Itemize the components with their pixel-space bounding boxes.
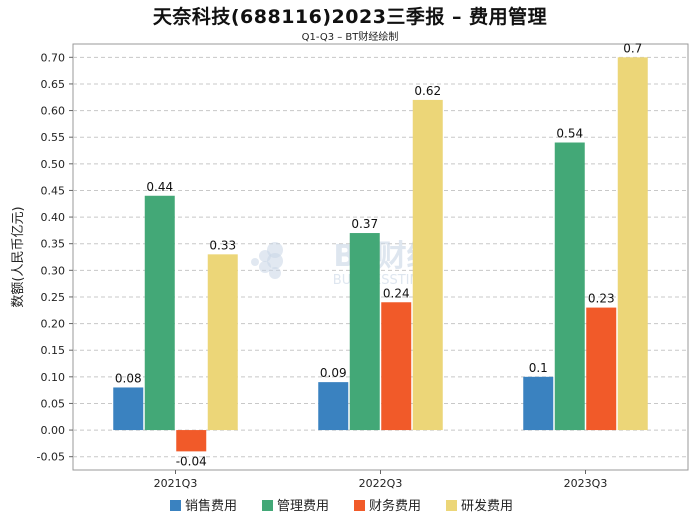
bar [349, 233, 380, 431]
y-tick-label: 0.10 [41, 371, 66, 384]
x-tick-label: 2023Q3 [564, 477, 608, 490]
plot-area [72, 43, 689, 471]
bar [412, 99, 443, 431]
legend-swatch [446, 500, 457, 511]
bar [207, 254, 238, 431]
y-tick-label: 0.40 [41, 211, 66, 224]
watermark-logo-dot [259, 250, 271, 262]
y-tick-label: 0.15 [41, 344, 66, 357]
legend-label: 财务费用 [369, 498, 421, 514]
y-tick-label: 0.20 [41, 318, 66, 331]
bar [617, 57, 648, 431]
chart-subtitle: Q1-Q3 – BT财经绘制 [301, 32, 399, 43]
y-tick-label: 0.65 [41, 78, 66, 91]
y-tick-label: 0.55 [41, 131, 66, 144]
x-tick-label: 2022Q3 [359, 477, 403, 490]
chart-title: 天奈科技(688116)2023三季报 – 费用管理 [152, 6, 548, 28]
bar [318, 382, 349, 431]
bar [381, 302, 412, 431]
legend-label: 管理费用 [277, 499, 329, 514]
bar [144, 195, 175, 431]
data-label: 0.37 [351, 217, 378, 231]
legend-label: 研发费用 [461, 498, 513, 514]
y-tick-label: 0.70 [41, 51, 66, 64]
data-label: 0.09 [320, 366, 347, 380]
watermark-logo-dot [267, 242, 283, 258]
watermark-logo-dot [267, 253, 283, 269]
y-axis-title: 数额(人民币亿元) [11, 206, 26, 307]
y-tick-label: 0.25 [41, 291, 66, 304]
y-tick-label: -0.05 [37, 451, 65, 464]
y-tick-label: 0.30 [41, 264, 66, 277]
watermark-logo-dot [269, 267, 281, 279]
legend-swatch [170, 500, 181, 511]
y-tick-label: 0.50 [41, 158, 66, 171]
bar [554, 142, 585, 431]
watermark-logo-dot [251, 258, 259, 266]
y-tick-label: 0.35 [41, 238, 66, 251]
bar [176, 430, 207, 452]
data-label: 0.54 [556, 127, 583, 141]
data-label: 0.24 [383, 286, 410, 300]
watermark-logo-dot [259, 261, 271, 273]
y-tick-label: 0.00 [41, 424, 66, 437]
data-label: 0.1 [529, 361, 548, 375]
bar [113, 387, 144, 431]
data-label: 0.44 [146, 180, 173, 194]
bar [523, 376, 554, 431]
y-tick-label: 0.60 [41, 105, 66, 118]
data-label: 0.7 [623, 41, 642, 55]
data-label: 0.33 [209, 238, 236, 252]
data-label: 0.62 [414, 84, 441, 98]
bar [586, 307, 617, 431]
data-label: 0.08 [115, 371, 142, 385]
data-label: 0.23 [588, 292, 615, 306]
y-tick-label: 0.45 [41, 184, 66, 197]
legend-swatch [262, 500, 273, 511]
y-tick-label: 0.05 [41, 397, 66, 410]
data-label: -0.04 [176, 454, 207, 468]
x-tick-label: 2021Q3 [154, 477, 198, 490]
legend-label: 销售费用 [185, 498, 237, 514]
legend-swatch [354, 500, 365, 511]
